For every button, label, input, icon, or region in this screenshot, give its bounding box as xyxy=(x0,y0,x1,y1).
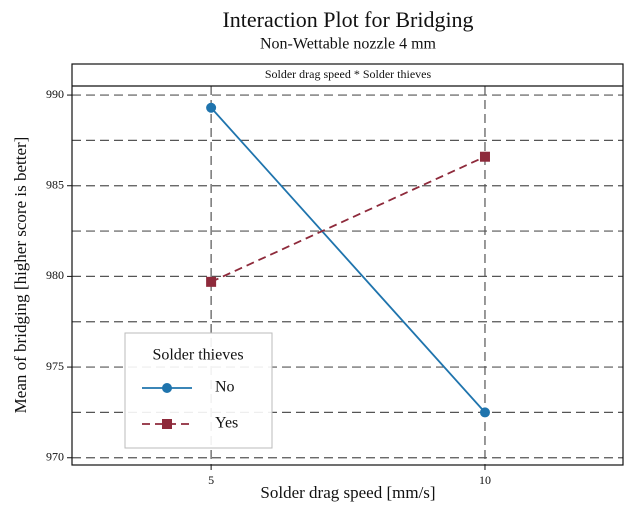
y-axis-label: Mean of bridging [higher score is better… xyxy=(11,137,30,414)
y-tick-label: 985 xyxy=(46,177,64,191)
y-tick-label: 990 xyxy=(46,87,64,101)
marker xyxy=(206,102,217,113)
x-tick-label: 10 xyxy=(479,473,491,487)
marker xyxy=(206,276,217,287)
chart-title: Interaction Plot for Bridging xyxy=(222,7,473,32)
legend-label: No xyxy=(215,379,235,396)
line xyxy=(210,107,486,414)
legend: Solder thieves No Yes xyxy=(124,332,273,449)
x-tick-label: 5 xyxy=(208,473,214,487)
legend-box xyxy=(124,332,273,449)
y-tick-label: 975 xyxy=(46,359,64,373)
chart-subtitle: Non-Wettable nozzle 4 mm xyxy=(260,36,437,53)
legend-marker xyxy=(162,419,172,429)
legend-marker xyxy=(162,383,172,393)
plot-frame xyxy=(71,63,624,466)
panel-title: Solder drag speed * Solder thieves xyxy=(265,67,432,81)
marker xyxy=(479,407,490,418)
legend-title: Solder thieves xyxy=(152,347,243,364)
x-axis-label: Solder drag speed [mm/s] xyxy=(260,483,435,502)
y-tick-label: 980 xyxy=(46,268,64,282)
legend-label: Yes xyxy=(215,415,238,432)
marker xyxy=(479,151,490,162)
line xyxy=(210,155,486,283)
y-tick-label: 970 xyxy=(46,449,64,463)
